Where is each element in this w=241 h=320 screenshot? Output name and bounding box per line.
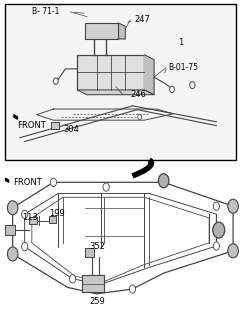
- Bar: [29, 217, 37, 224]
- Circle shape: [7, 201, 18, 215]
- Bar: [49, 216, 56, 223]
- Circle shape: [190, 82, 195, 89]
- Circle shape: [50, 178, 57, 187]
- Bar: [82, 275, 104, 292]
- Circle shape: [129, 285, 136, 293]
- Circle shape: [69, 275, 76, 283]
- Circle shape: [213, 222, 225, 238]
- Text: FRONT: FRONT: [13, 178, 41, 187]
- Polygon shape: [14, 115, 17, 119]
- Text: 304: 304: [63, 125, 79, 134]
- Circle shape: [21, 210, 28, 218]
- Text: 259: 259: [89, 297, 105, 306]
- Text: 113: 113: [22, 213, 38, 222]
- Circle shape: [103, 183, 109, 191]
- Circle shape: [138, 115, 141, 120]
- Bar: [77, 55, 144, 90]
- Bar: [51, 123, 59, 129]
- Text: 247: 247: [135, 15, 151, 24]
- Polygon shape: [6, 178, 9, 182]
- Text: 1: 1: [178, 38, 183, 47]
- Polygon shape: [118, 23, 125, 39]
- Circle shape: [158, 174, 169, 188]
- Text: FRONT: FRONT: [17, 121, 46, 130]
- Circle shape: [21, 243, 28, 251]
- Circle shape: [161, 178, 167, 187]
- Text: 199: 199: [49, 209, 64, 218]
- Circle shape: [7, 247, 18, 261]
- Polygon shape: [77, 90, 154, 95]
- Circle shape: [228, 199, 238, 213]
- Circle shape: [213, 242, 220, 250]
- Bar: [85, 248, 94, 257]
- Circle shape: [54, 78, 58, 84]
- Text: B- 71-1: B- 71-1: [32, 7, 59, 16]
- Circle shape: [228, 244, 238, 258]
- Text: 246: 246: [130, 90, 146, 99]
- Bar: [6, 225, 15, 235]
- Bar: [85, 23, 118, 39]
- Circle shape: [170, 86, 174, 92]
- Circle shape: [213, 202, 220, 210]
- Bar: [6, 4, 235, 160]
- Text: 352: 352: [89, 242, 105, 251]
- Polygon shape: [144, 55, 154, 95]
- Text: B-01-75: B-01-75: [168, 63, 198, 72]
